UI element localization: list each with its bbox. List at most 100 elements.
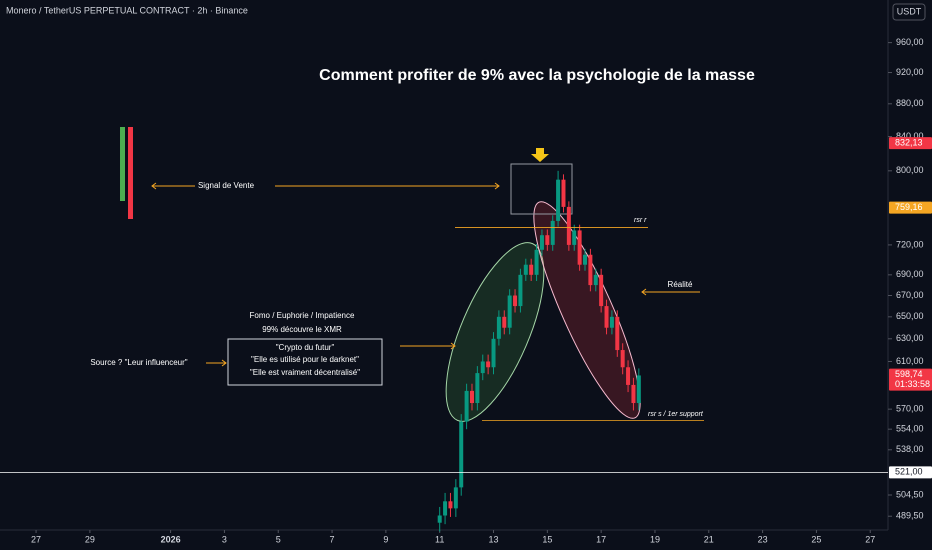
- candle-body: [486, 361, 491, 368]
- candle-body: [609, 316, 614, 328]
- annotation: "Elle es utilisé pour le darknet": [251, 355, 359, 364]
- candle-body: [469, 390, 474, 404]
- countdown: 01:33:58: [895, 379, 930, 389]
- x-tick-label: 23: [758, 534, 768, 544]
- y-tick-label: 554,00: [896, 424, 924, 434]
- down-arrow: [531, 148, 549, 162]
- candle-body: [523, 264, 528, 275]
- x-tick-label: 3: [222, 534, 227, 544]
- candle-body: [496, 316, 501, 339]
- y-tick-label: 670,00: [896, 290, 924, 300]
- price-tag-label: 832,13: [895, 138, 923, 148]
- y-tick-label: 690,00: [896, 269, 924, 279]
- chart-title: Comment profiter de 9% avec la psycholog…: [319, 67, 755, 84]
- candle-body: [626, 367, 631, 385]
- y-tick-label: 720,00: [896, 239, 924, 249]
- legend-bar: [128, 127, 133, 219]
- candle-body: [475, 373, 480, 404]
- price-tag: [889, 137, 932, 150]
- y-tick-label: 570,00: [896, 404, 924, 414]
- candle-body: [529, 264, 534, 275]
- x-tick-label: 27: [31, 534, 41, 544]
- y-tick-label: 489,50: [896, 511, 924, 521]
- x-tick-label: 15: [542, 534, 552, 544]
- symbol-header: Monero / TetherUS PERPETUAL CONTRACT · 2…: [6, 5, 248, 15]
- candle-body: [615, 316, 620, 351]
- candle-body: [437, 515, 442, 523]
- y-tick-label: 840,00: [896, 131, 924, 141]
- candle-body: [464, 390, 469, 422]
- x-tick-label: 19: [650, 534, 660, 544]
- price-tag-label: 521,00: [895, 467, 923, 477]
- candle-body: [599, 274, 604, 307]
- x-tick-label: 5: [276, 534, 281, 544]
- candle-body: [561, 179, 566, 207]
- annotation: Signal de Vente: [198, 181, 255, 190]
- quote-box: [227, 338, 383, 386]
- y-tick-label: 504,50: [896, 489, 924, 499]
- candle-body: [480, 361, 485, 374]
- price-tag: [889, 466, 932, 479]
- candle-body: [545, 235, 550, 245]
- candle-body: [583, 254, 588, 265]
- candle-body: [550, 220, 555, 245]
- annotation: "Crypto du futur": [276, 343, 335, 352]
- x-tick-label: 7: [330, 534, 335, 544]
- y-tick-label: 920,00: [896, 67, 924, 77]
- x-tick-label: 29: [85, 534, 95, 544]
- y-tick-label: 630,00: [896, 333, 924, 343]
- candle-body: [566, 206, 571, 245]
- x-tick-label: 11: [435, 534, 444, 544]
- candle-body: [443, 501, 448, 516]
- y-tick-label: 880,00: [896, 98, 924, 108]
- currency-box[interactable]: [892, 3, 926, 21]
- x-tick-label: 9: [383, 534, 388, 544]
- y-tick-label: 800,00: [896, 165, 924, 175]
- candle-body: [453, 487, 458, 509]
- annotation: 99% découvre le XMR: [262, 325, 342, 334]
- candle-body: [534, 249, 539, 275]
- price-tag: [889, 201, 932, 214]
- x-tick-label: 27: [865, 534, 875, 544]
- price-tag-label: 759,16: [895, 202, 923, 212]
- annotation: Réalité: [668, 280, 693, 289]
- candle-body: [588, 254, 593, 286]
- annotation: Source ? "Leur influenceur": [90, 358, 187, 367]
- x-tick-label: 17: [596, 534, 606, 544]
- candle-body: [507, 295, 512, 328]
- candle-body: [631, 384, 636, 404]
- legend-bar: [120, 127, 125, 201]
- signal-box: [510, 163, 573, 215]
- x-tick-label: 25: [811, 534, 821, 544]
- candle-body: [620, 350, 625, 368]
- candle-body: [513, 295, 518, 307]
- candle-body: [459, 421, 464, 488]
- candle-body: [556, 179, 561, 221]
- candle-body: [502, 316, 507, 328]
- candle-body: [593, 274, 598, 286]
- price-tag: [889, 368, 932, 391]
- y-tick-label: 538,00: [896, 444, 924, 454]
- candle-body: [572, 230, 577, 245]
- y-tick-label: 960,00: [896, 37, 924, 47]
- price-axis: [888, 0, 932, 550]
- candle-body: [539, 235, 544, 250]
- annotation: Fomo / Euphorie / Impatience: [250, 311, 355, 320]
- y-tick-label: 610,00: [896, 356, 924, 366]
- currency[interactable]: USDT: [897, 6, 922, 16]
- arrows: [151, 182, 700, 367]
- x-tick-label: 21: [704, 534, 714, 544]
- candle-body: [577, 230, 582, 265]
- candle-body: [636, 375, 641, 404]
- candle-body: [448, 501, 453, 509]
- candle-body: [604, 306, 609, 328]
- price-tag-label: 598,74: [895, 369, 923, 379]
- x-tick-label: 13: [489, 534, 499, 544]
- annotation: rsr r: [634, 217, 647, 224]
- annotation: "Elle est vraiment décentralisé": [250, 368, 360, 377]
- y-tick-label: 650,00: [896, 311, 924, 321]
- annotation: rsr s / 1er support: [648, 411, 704, 418]
- reality-ellipse: [533, 201, 641, 419]
- candle-body: [518, 274, 523, 307]
